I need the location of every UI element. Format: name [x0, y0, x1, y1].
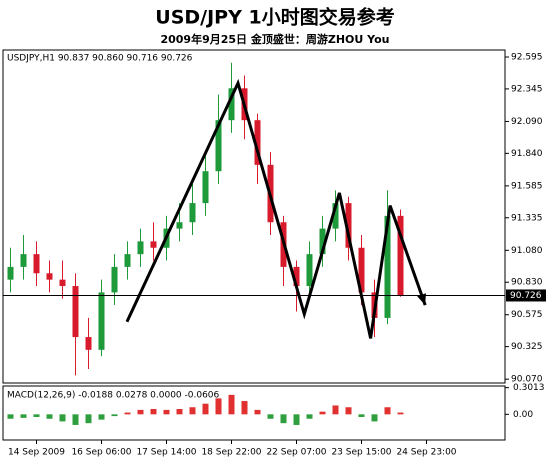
macd-bar — [111, 414, 118, 417]
macd-bar — [202, 403, 209, 415]
candle-body — [111, 266, 118, 293]
macd-bar — [306, 414, 313, 419]
macd-bar — [397, 412, 404, 415]
y-tick-label: 90.575 — [511, 310, 543, 320]
candle-body — [358, 247, 365, 293]
macd-bar — [150, 409, 157, 415]
macd-bar — [332, 405, 339, 415]
macd-bar — [85, 414, 92, 424]
candle-body — [176, 222, 183, 229]
x-tick-label: 22 Sep 07:00 — [266, 448, 326, 458]
y-tick-label: 92.595 — [511, 53, 543, 63]
candle-body — [397, 215, 404, 296]
macd-bar — [98, 414, 105, 420]
macd-bar — [7, 414, 14, 419]
macd-bar — [371, 414, 378, 422]
macd-y-tick-label: 0.00 — [513, 410, 533, 420]
macd-bar — [137, 409, 144, 415]
y-tick-label: 91.335 — [511, 213, 543, 223]
chart-title: USD/JPY 1小时图交易参考 — [155, 6, 394, 29]
macd-bar — [20, 414, 27, 418]
y-tick-label: 91.840 — [511, 149, 543, 159]
info-label: USDJPY,H1 90.837 90.860 90.716 90.726 — [7, 54, 193, 64]
candle-body — [228, 88, 235, 121]
macd-bar — [163, 409, 170, 415]
y-tick-label: 91.080 — [511, 246, 543, 256]
macd-bar — [72, 414, 79, 425]
macd-bar — [215, 398, 222, 415]
x-tick-label: 14 Sep 2009 — [8, 448, 65, 458]
macd-bar — [228, 394, 235, 415]
candle-body — [7, 266, 14, 280]
candle-body — [59, 279, 66, 287]
macd-y-tick-label: 0.3013 — [513, 383, 545, 393]
candle-body — [332, 203, 339, 229]
zigzag-arrowhead — [417, 293, 426, 306]
candle-body — [85, 337, 92, 350]
macd-bar — [59, 414, 66, 422]
macd-bar — [280, 414, 287, 424]
candle-body — [137, 241, 144, 255]
macd-label: MACD(12,26,9) -0.0188 0.0278 0.0000 -0.0… — [7, 391, 220, 401]
candle-body — [150, 241, 157, 248]
candle-body — [319, 228, 326, 255]
x-tick-label: 17 Sep 14:00 — [136, 448, 196, 458]
x-tick-label: 18 Sep 22:00 — [201, 448, 261, 458]
candle-body — [124, 254, 131, 267]
candle-body — [189, 203, 196, 223]
candle-body — [293, 266, 300, 287]
candle-body — [254, 120, 261, 165]
macd-bar — [124, 412, 131, 415]
candle-body — [202, 171, 209, 204]
macd-bar — [46, 414, 53, 419]
x-tick-label: 24 Sep 23:00 — [396, 448, 456, 458]
y-tick-label: 90.070 — [511, 375, 543, 385]
candle-body — [72, 286, 79, 338]
macd-bar — [319, 411, 326, 415]
macd-bar — [33, 414, 40, 417]
y-tick-label: 91.585 — [511, 181, 543, 191]
macd-bar — [241, 401, 248, 415]
y-tick-label: 92.090 — [511, 117, 543, 127]
zigzag-line — [125, 78, 427, 339]
y-tick-label: 92.345 — [511, 84, 543, 94]
macd-bar — [345, 407, 352, 415]
macd-bar — [267, 414, 274, 419]
candle-body — [20, 254, 27, 267]
current-price-box — [506, 289, 546, 302]
macd-bar — [293, 414, 300, 425]
y-tick-label: 90.830 — [511, 278, 543, 288]
x-tick-label: 16 Sep 06:00 — [71, 448, 131, 458]
macd-bar — [358, 414, 365, 417]
candle-body — [46, 273, 53, 280]
macd-bar — [384, 407, 391, 415]
chart-subtitle: 2009年9月25日 金顶盛世：周游ZHOU You — [160, 32, 389, 46]
macd-bar — [189, 407, 196, 415]
macd-panel — [2, 385, 506, 441]
macd-bar — [176, 409, 183, 415]
candle-body — [306, 254, 313, 287]
candle-body — [345, 203, 352, 248]
price-panel — [2, 49, 506, 384]
candle-body — [384, 215, 391, 318]
candle-body — [215, 120, 222, 172]
current-price-label: 90.726 — [510, 291, 542, 301]
candle-body — [98, 292, 105, 350]
candle-body — [33, 254, 40, 274]
macd-bar — [254, 409, 261, 415]
x-tick-label: 23 Sep 15:00 — [331, 448, 391, 458]
y-tick-label: 90.325 — [511, 342, 543, 352]
